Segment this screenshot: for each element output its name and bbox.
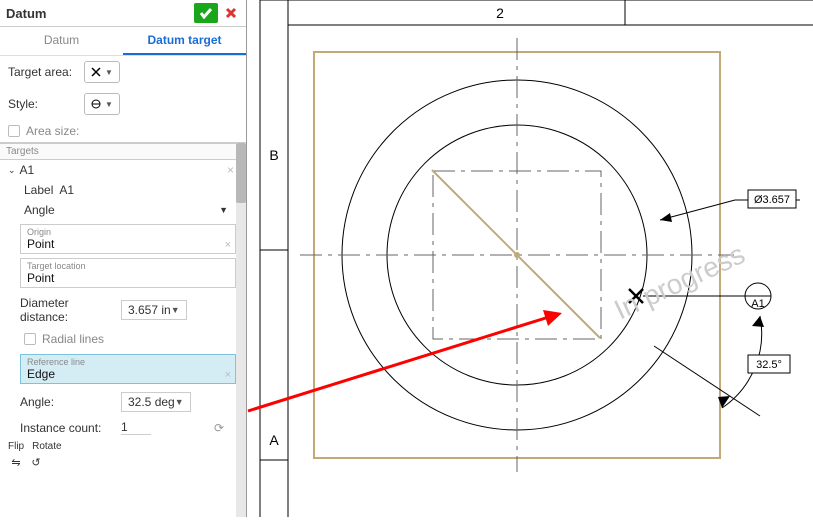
- style-label: Style:: [8, 97, 78, 111]
- target-area-label: Target area:: [8, 65, 78, 79]
- rotate-icon[interactable]: ↺: [28, 454, 44, 470]
- style-row: Style: ▼: [0, 88, 246, 120]
- reference-line-title: Reference line: [27, 357, 229, 367]
- origin-value: Point: [27, 237, 229, 251]
- origin-title: Origin: [27, 227, 229, 237]
- tab-datum[interactable]: Datum: [0, 27, 123, 55]
- watermark: In progress: [609, 238, 749, 325]
- col-label: 2: [496, 5, 504, 21]
- label-label: Label: [24, 183, 53, 197]
- scrollbar-thumb[interactable]: [236, 143, 246, 203]
- style-dropdown[interactable]: ▼: [84, 93, 120, 115]
- row-top-label: B: [269, 147, 278, 163]
- targets-section-title: Targets: [0, 143, 246, 160]
- target-area-row: Target area: ▼: [0, 56, 246, 88]
- drawing-canvas[interactable]: 2 B A A1 Ø3.657: [247, 0, 813, 517]
- origin-field[interactable]: Origin Point ×: [20, 224, 236, 254]
- panel-title: Datum: [6, 6, 194, 21]
- targets-tree: Targets ⌄ A1 × Label A1 Angle ▼ Origin P…: [0, 142, 246, 517]
- target-area-dropdown[interactable]: ▼: [84, 61, 120, 83]
- radial-lines-label: Radial lines: [42, 332, 104, 346]
- rotate-label: Rotate: [32, 441, 61, 452]
- angle2-label: Angle:: [20, 395, 115, 409]
- svg-text:Ø3.657: Ø3.657: [754, 194, 790, 206]
- diameter-value: 3.657 in: [128, 303, 171, 317]
- flip-icon[interactable]: ⇋: [8, 454, 24, 470]
- refresh-icon[interactable]: ⟳: [214, 421, 236, 435]
- diameter-input[interactable]: 3.657 in ▼: [121, 300, 187, 320]
- confirm-button[interactable]: [194, 3, 218, 23]
- target-location-field[interactable]: Target location Point: [20, 258, 236, 288]
- area-size-row: Area size:: [0, 120, 246, 142]
- label-value: A1: [59, 183, 74, 197]
- drawing-svg: 2 B A A1 Ø3.657: [247, 0, 813, 517]
- flip-rotate-labels: Flip Rotate: [0, 439, 246, 454]
- radial-lines-row: Radial lines: [0, 328, 246, 350]
- diameter-label: Diameter distance:: [20, 296, 115, 324]
- red-arrow: [248, 310, 562, 411]
- angle2-input[interactable]: 32.5 deg ▼: [121, 392, 191, 412]
- angle-label: Angle: [24, 203, 55, 217]
- target-callout: A1: [751, 298, 764, 310]
- reference-line-value: Edge: [27, 367, 229, 381]
- angle2-value: 32.5 deg: [128, 395, 175, 409]
- label-row: Label A1: [0, 180, 246, 200]
- circle-line-icon: [91, 99, 101, 109]
- clear-refline-button[interactable]: ×: [225, 369, 231, 381]
- instance-value[interactable]: 1: [121, 420, 151, 435]
- tab-datum-target[interactable]: Datum target: [123, 27, 246, 55]
- panel-header: Datum: [0, 0, 246, 27]
- target-location-value: Point: [27, 271, 229, 285]
- clear-origin-button[interactable]: ×: [225, 239, 231, 251]
- target-location-title: Target location: [27, 261, 229, 271]
- scrollbar[interactable]: [236, 143, 246, 517]
- instance-row: Instance count: 1 ⟳: [0, 416, 246, 439]
- target-item-a1[interactable]: ⌄ A1 ×: [0, 160, 246, 180]
- instance-label: Instance count:: [20, 421, 115, 435]
- expand-icon[interactable]: ⌄: [8, 165, 16, 176]
- radial-lines-checkbox[interactable]: [24, 333, 36, 345]
- cancel-button[interactable]: [222, 4, 240, 22]
- target-name: A1: [20, 163, 219, 177]
- datum-panel: Datum Datum Datum target Target area: ▼ …: [0, 0, 247, 517]
- flip-label: Flip: [8, 441, 24, 452]
- angle-row[interactable]: Angle ▼: [0, 200, 246, 220]
- tab-bar: Datum Datum target: [0, 27, 246, 56]
- x-icon: [91, 67, 101, 77]
- area-size-checkbox[interactable]: [8, 125, 20, 137]
- angle2-row: Angle: 32.5 deg ▼: [0, 388, 246, 416]
- reference-line-field[interactable]: Reference line Edge ×: [20, 354, 236, 384]
- flip-rotate-icons: ⇋ ↺: [0, 454, 246, 474]
- diameter-row: Diameter distance: 3.657 in ▼: [0, 292, 246, 328]
- svg-text:32.5°: 32.5°: [756, 359, 782, 371]
- row-bottom-label: A: [269, 432, 279, 448]
- area-size-label: Area size:: [26, 124, 79, 138]
